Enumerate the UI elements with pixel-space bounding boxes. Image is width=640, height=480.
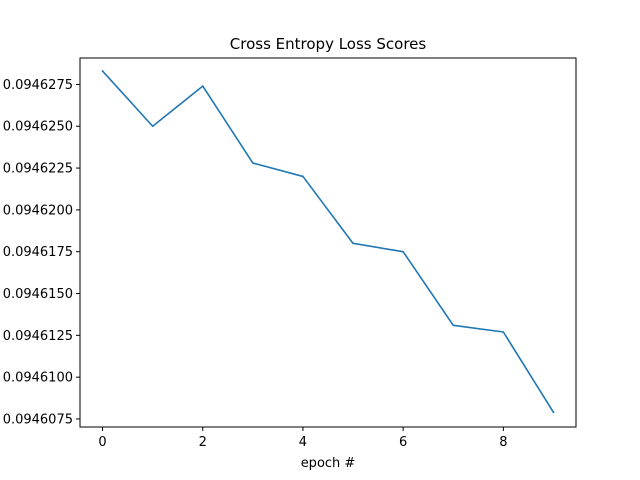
data-point bbox=[552, 411, 555, 414]
data-point bbox=[252, 162, 254, 164]
y-tick-label: 0.0946250 bbox=[3, 120, 73, 135]
y-tick-label: 0.0946225 bbox=[3, 162, 73, 177]
axes-frame bbox=[79, 57, 577, 428]
y-tick-label: 0.0946125 bbox=[3, 329, 73, 344]
x-tick-label: 0 bbox=[98, 435, 106, 450]
data-point bbox=[201, 85, 204, 87]
x-tick-label: 2 bbox=[199, 435, 207, 450]
data-point bbox=[302, 175, 304, 178]
y-tick-label: 0.0946275 bbox=[3, 78, 73, 93]
y-tick-label: 0.0946175 bbox=[3, 245, 73, 260]
y-tick-label: 0.0946075 bbox=[3, 412, 73, 427]
x-axis-label: epoch # bbox=[301, 456, 356, 471]
data-point bbox=[101, 70, 104, 72]
y-tick-label: 0.0946150 bbox=[3, 287, 73, 302]
data-point bbox=[151, 125, 154, 128]
data-point bbox=[402, 250, 404, 253]
y-tick-label: 0.0946100 bbox=[3, 371, 73, 386]
data-point bbox=[352, 242, 354, 245]
chart-title: Cross Entropy Loss Scores bbox=[230, 35, 427, 53]
x-tick-label: 6 bbox=[399, 435, 407, 450]
x-tick-label: 4 bbox=[299, 435, 307, 450]
y-tick-label: 0.0946200 bbox=[3, 203, 73, 218]
data-point bbox=[502, 331, 505, 333]
plot-area bbox=[79, 57, 577, 428]
data-point bbox=[452, 324, 455, 327]
axis-ticks: 0 2 4 6 8 0.0946075 0.0946100 0.0946125 0.094615… bbox=[3, 78, 508, 450]
x-tick-label: 8 bbox=[499, 435, 507, 450]
series-line-0 bbox=[101, 69, 555, 414]
